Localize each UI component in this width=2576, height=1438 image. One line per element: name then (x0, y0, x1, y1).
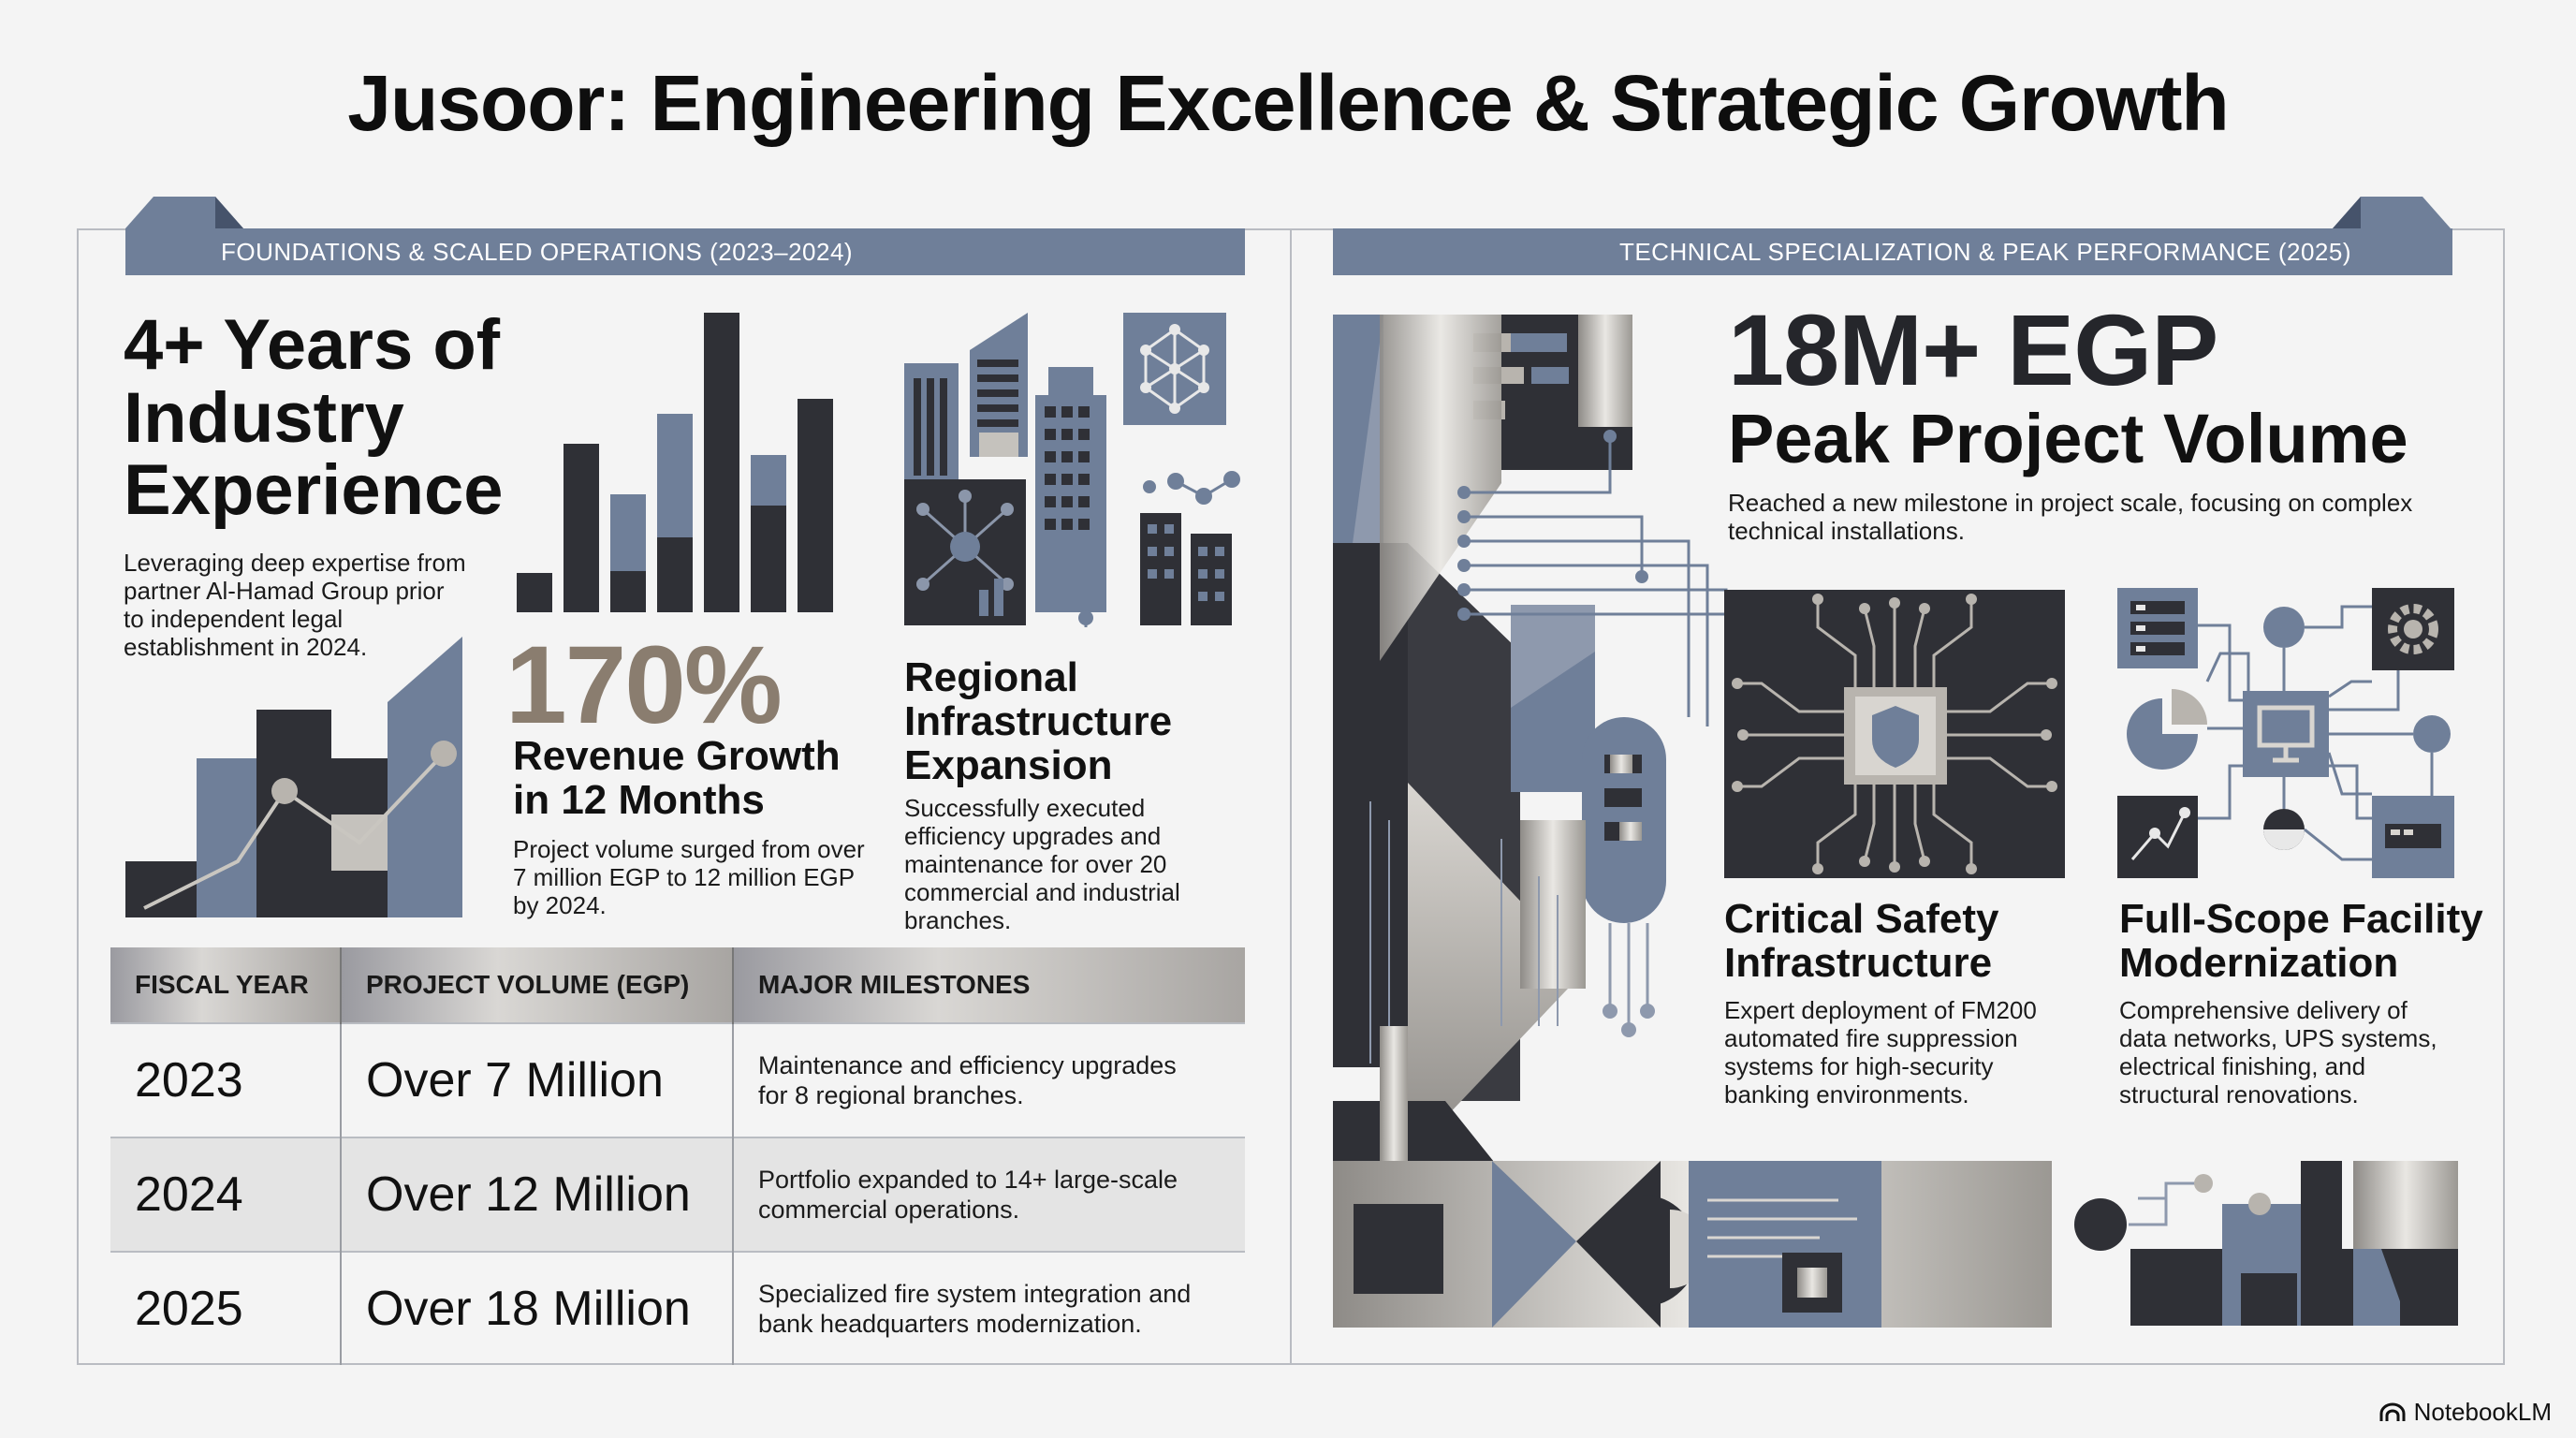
project-volume-cell: Over 12 Million (341, 1137, 734, 1252)
fiscal-year-cell: 2024 (110, 1137, 342, 1252)
right-banner: TECHNICAL SPECIALIZATION & PEAK PERFORMA… (1333, 228, 2452, 275)
table-header-row: FISCAL YEAR PROJECT VOLUME (EGP) MAJOR M… (110, 947, 1245, 1023)
regional-headline: Regional Infrastructure Expansion (904, 654, 1173, 788)
project-volume-cell: Over 18 Million (341, 1251, 734, 1365)
milestone-cell: Portfolio expanded to 14+ large-scale co… (733, 1137, 1245, 1252)
fiscal-year-cell: 2025 (110, 1251, 342, 1365)
table-row: 2024 Over 12 Million Portfolio expanded … (110, 1137, 1245, 1252)
milestones-table: FISCAL YEAR PROJECT VOLUME (EGP) MAJOR M… (110, 947, 1245, 1365)
right-banner-fold (2333, 197, 2451, 228)
facility-network-graphic (2117, 588, 2454, 878)
notebooklm-logo-icon (2379, 1402, 2406, 1421)
fiscal-year-cell: 2023 (110, 1022, 342, 1137)
left-banner: FOUNDATIONS & SCALED OPERATIONS (2023–20… (125, 228, 1245, 275)
facility-headline: Full-Scope Facility Modernization (2119, 896, 2483, 986)
growth-body: Project volume surged from over 7 millio… (513, 835, 865, 919)
experience-headline: 4+ Years of Industry Experience (124, 305, 504, 531)
safety-body: Expert deployment of FM200 automated fir… (1724, 996, 2037, 1108)
milestone-cell: Maintenance and efficiency upgrades for … (733, 1022, 1245, 1137)
industrial-skyline-graphic (2074, 1161, 2458, 1326)
page-title: Jusoor: Engineering Excellence & Strateg… (347, 59, 2230, 147)
safety-headline: Critical Safety Infrastructure (1724, 896, 1999, 986)
growth-steps-graphic (125, 637, 462, 917)
facility-body: Comprehensive delivery of data networks,… (2119, 996, 2437, 1108)
peak-stat: 18M+ EGP (1728, 293, 2218, 406)
header-major-milestones: MAJOR MILESTONES (733, 947, 1245, 1023)
growth-stat: 170% (505, 624, 783, 747)
notebooklm-watermark: NotebookLM (2378, 1398, 2552, 1427)
header-fiscal-year: FISCAL YEAR (110, 947, 342, 1023)
revenue-bars-graphic (517, 313, 833, 612)
project-volume-cell: Over 7 Million (341, 1022, 734, 1137)
buildings-graphic (904, 313, 1240, 627)
peak-body: Reached a new milestone in project scale… (1728, 489, 2413, 545)
table-row: 2025 Over 18 Million Specialized fire sy… (110, 1251, 1245, 1365)
experience-body: Leveraging deep expertise from partner A… (124, 549, 466, 661)
growth-headline: Revenue Growth in 12 Months (513, 733, 841, 823)
peak-headline: Peak Project Volume (1728, 400, 2408, 477)
header-project-volume: PROJECT VOLUME (EGP) (341, 947, 734, 1023)
table-row: 2023 Over 7 Million Maintenance and effi… (110, 1022, 1245, 1137)
safety-chip-graphic (1724, 590, 2065, 878)
regional-body: Successfully executed efficiency upgrade… (904, 794, 1180, 934)
milestone-cell: Specialized fire system integration and … (733, 1251, 1245, 1365)
left-banner-fold (125, 197, 243, 228)
